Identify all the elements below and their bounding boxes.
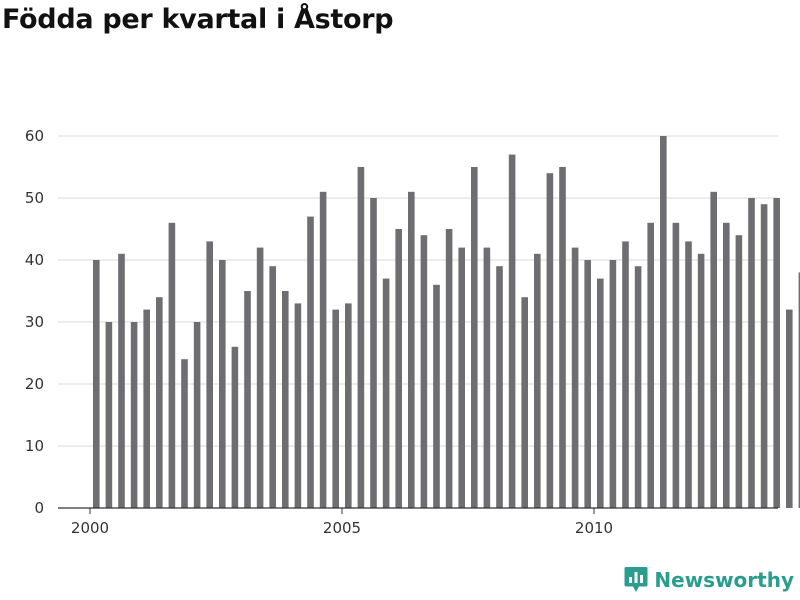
brand-name: Newsworthy xyxy=(654,567,794,592)
bar xyxy=(206,241,213,508)
bar xyxy=(282,291,289,508)
bar xyxy=(231,346,239,508)
y-tick-label: 20 xyxy=(25,375,44,393)
bar xyxy=(584,260,591,508)
y-tick-label: 50 xyxy=(25,189,44,207)
bar xyxy=(609,260,617,508)
bar xyxy=(382,278,390,508)
bar xyxy=(269,266,276,508)
bar xyxy=(370,198,377,508)
y-axis-ticks: 0 10 20 30 40 50 60 xyxy=(25,127,44,517)
bar xyxy=(571,247,579,508)
bar xyxy=(93,260,100,508)
bar xyxy=(798,272,800,508)
chart-title: Födda per kvartal i Åstorp xyxy=(2,4,394,35)
bar xyxy=(559,167,566,508)
bar xyxy=(193,322,201,508)
bar xyxy=(244,291,251,508)
x-tick-label: 2010 xyxy=(575,519,613,537)
bar xyxy=(256,247,264,508)
x-tick-label: 2005 xyxy=(323,519,361,537)
bar xyxy=(445,229,453,508)
bar xyxy=(130,322,138,508)
bar xyxy=(697,253,705,508)
x-axis-ticks: 200020052010201520202025 xyxy=(71,508,613,537)
bar xyxy=(496,266,503,508)
bar xyxy=(508,154,516,508)
bar xyxy=(773,198,780,508)
bar xyxy=(546,173,554,508)
bar xyxy=(118,253,125,508)
bar xyxy=(433,284,440,508)
y-tick-label: 60 xyxy=(25,127,44,145)
y-tick-label: 0 xyxy=(34,499,44,517)
bar xyxy=(735,235,743,508)
bar xyxy=(760,204,768,508)
bar xyxy=(156,297,163,508)
bar xyxy=(723,222,730,509)
bar xyxy=(685,241,692,508)
bar xyxy=(647,222,654,509)
gridlines xyxy=(58,135,778,447)
x-tick-label: 2000 xyxy=(71,519,109,537)
bar-chart-logo-icon xyxy=(624,567,648,592)
bar xyxy=(143,309,150,508)
bar xyxy=(307,216,314,508)
y-tick-label: 10 xyxy=(25,437,44,455)
bar xyxy=(521,297,528,508)
bar xyxy=(786,309,793,508)
bar xyxy=(748,198,755,508)
bar xyxy=(181,359,188,508)
bar xyxy=(357,167,365,508)
bar xyxy=(534,253,541,508)
bar xyxy=(660,136,667,508)
bar xyxy=(458,247,465,508)
y-tick-label: 30 xyxy=(25,313,44,331)
brand-logo: Newsworthy xyxy=(624,566,794,593)
bar xyxy=(420,235,428,508)
bar xyxy=(345,303,352,508)
bar xyxy=(105,322,113,508)
bar xyxy=(672,222,680,509)
bars xyxy=(93,136,800,509)
bar xyxy=(395,229,402,508)
bar xyxy=(319,191,327,509)
bar xyxy=(634,266,642,508)
bar xyxy=(710,191,717,509)
bar xyxy=(332,309,339,508)
bar xyxy=(622,241,629,508)
bar xyxy=(471,167,478,508)
bar xyxy=(597,278,604,508)
bar xyxy=(408,191,415,509)
bar xyxy=(294,303,302,508)
bar xyxy=(168,222,176,509)
bar xyxy=(219,260,226,508)
bar xyxy=(483,247,491,508)
y-tick-label: 40 xyxy=(25,251,44,269)
